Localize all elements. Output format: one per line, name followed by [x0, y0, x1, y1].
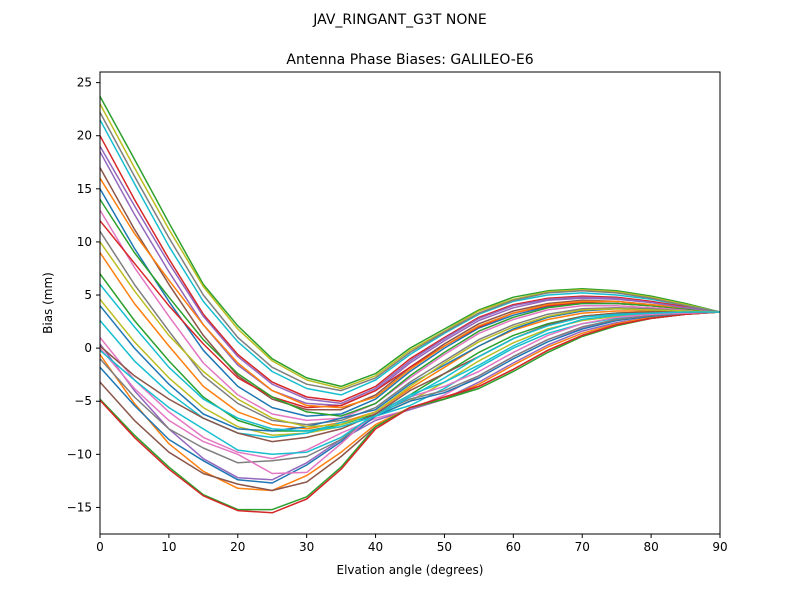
x-axis-label: Elvation angle (degrees) [337, 563, 484, 577]
x-tick-label: 90 [712, 540, 727, 554]
series-line-s31 [99, 241, 721, 428]
x-tick-label: 70 [575, 540, 590, 554]
series-line-s09 [99, 230, 721, 426]
series-line-s03 [99, 119, 721, 396]
series-line-s28 [99, 177, 721, 409]
y-tick-label: −5 [74, 394, 92, 408]
y-tick-label: −10 [67, 447, 92, 461]
series-line-s15 [99, 311, 721, 481]
y-axis-label: Bias (mm) [41, 272, 55, 334]
x-tick-label: 60 [506, 540, 521, 554]
series-line-s10 [99, 252, 720, 430]
x-tick-label: 20 [230, 540, 245, 554]
x-tick-label: 40 [368, 540, 383, 554]
series-line-s32 [99, 283, 720, 432]
y-tick-label: 20 [77, 129, 92, 143]
series-line-s23 [99, 311, 720, 456]
series-line-s29 [99, 145, 721, 405]
chart-title: Antenna Phase Biases: GALILEO-E6 [286, 52, 533, 68]
plot-frame [99, 71, 721, 535]
series-line-s24 [99, 311, 720, 443]
series-line-s30 [99, 112, 721, 392]
series-line-s21 [99, 311, 721, 464]
series-line-s27 [99, 198, 721, 417]
x-tick-label: 10 [161, 540, 176, 554]
y-tick-label: 0 [84, 341, 92, 355]
series-line-s01 [99, 96, 721, 388]
x-tick-label: 80 [643, 540, 658, 554]
x-tick-label: 30 [299, 540, 314, 554]
y-tick-label: 5 [84, 288, 92, 302]
y-tick-label: 10 [77, 235, 92, 249]
y-tick-label: 25 [77, 76, 92, 90]
series-line-s02 [99, 103, 721, 390]
chart-suptitle: JAV_RINGANT_G3T NONE [312, 12, 487, 28]
y-tick-label: 15 [77, 182, 92, 196]
series-layer [99, 96, 721, 514]
series-line-s19 [99, 311, 721, 514]
x-tick-label: 0 [96, 540, 104, 554]
series-line-s08 [99, 209, 721, 422]
x-tick-label: 50 [437, 540, 452, 554]
series-line-s20 [99, 311, 721, 484]
tick-layer: 0 10 20 30 40 50 60 70 80 90 −15 −10 −5 0 5 10 15 20 25 [67, 76, 728, 554]
y-tick-label: −15 [67, 500, 92, 514]
series-line-s04 [99, 135, 721, 402]
